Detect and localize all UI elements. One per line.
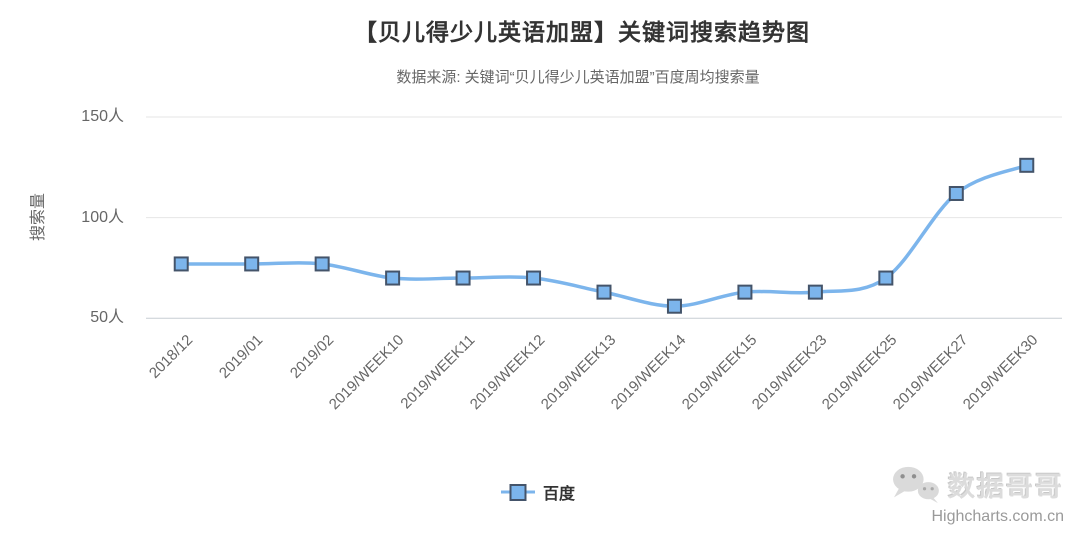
data-point-marker[interactable]: [385, 270, 401, 286]
data-point-marker[interactable]: [666, 298, 682, 314]
data-point-marker[interactable]: [807, 284, 823, 300]
legend-label: 百度: [542, 486, 576, 503]
data-point-marker[interactable]: [244, 256, 260, 272]
legend-item-baidu[interactable]: 百度: [500, 480, 576, 504]
data-point-marker[interactable]: [1019, 157, 1035, 173]
data-point-marker[interactable]: [878, 270, 894, 286]
highcharts-credits-link[interactable]: Highcharts.com.cn: [931, 508, 1065, 525]
data-point-marker[interactable]: [737, 284, 753, 300]
legend-marker-icon: [500, 484, 535, 501]
y-axis-label: 150人: [81, 108, 124, 125]
chart-subtitle: 数据来源: 关键词“贝儿得少儿英语加盟”百度周均搜索量: [396, 69, 760, 86]
wechat-icon: [893, 466, 939, 504]
data-point-marker[interactable]: [173, 256, 189, 272]
watermark-brand: 数据哥哥: [948, 471, 1064, 502]
data-point-marker[interactable]: [526, 270, 542, 286]
data-point-marker[interactable]: [314, 256, 330, 272]
watermark-brand-row: 数据哥哥: [888, 463, 1064, 505]
data-point-marker[interactable]: [948, 185, 964, 201]
watermark: 数据哥哥 Highcharts.com.cn: [888, 463, 1064, 526]
data-point-marker[interactable]: [596, 284, 612, 300]
y-axis-label: 50人: [90, 309, 124, 327]
data-point-marker[interactable]: [455, 270, 471, 286]
chart-title: 【贝儿得少儿英语加盟】关键词搜索趋势图: [354, 19, 810, 45]
y-axis-label: 100人: [81, 208, 124, 226]
